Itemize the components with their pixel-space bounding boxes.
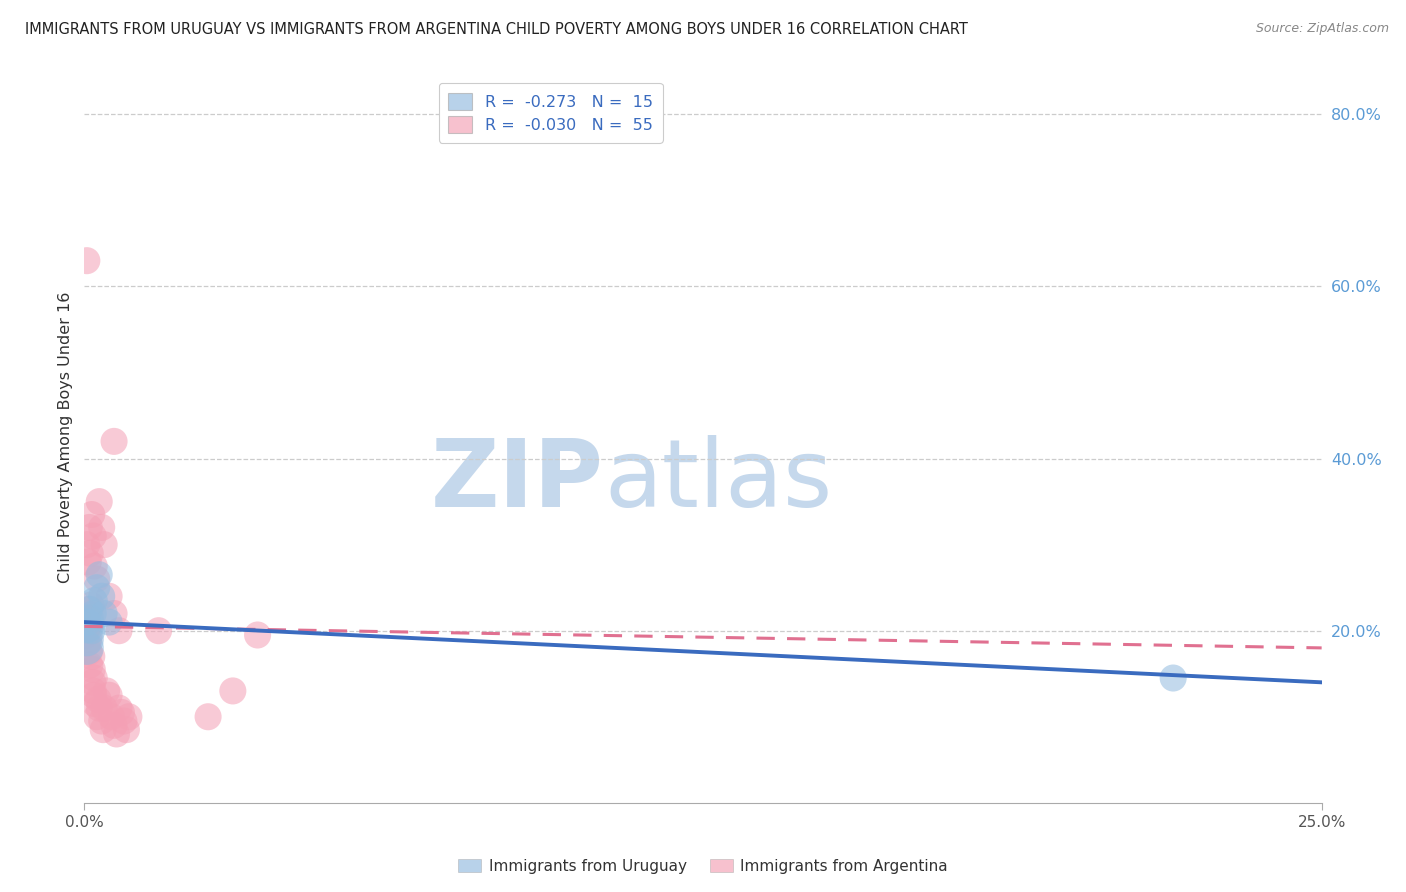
- Point: [76, 637, 98, 651]
- Point: [86, 581, 108, 595]
- Point: [93, 607, 115, 621]
- Point: [83, 559, 105, 574]
- Point: [93, 701, 115, 715]
- Point: [79, 602, 101, 616]
- Point: [103, 607, 125, 621]
- Point: [82, 684, 104, 698]
- Point: [79, 546, 101, 560]
- Point: [83, 671, 105, 685]
- Point: [76, 253, 98, 268]
- Y-axis label: Child Poverty Among Boys Under 16: Child Poverty Among Boys Under 16: [58, 292, 73, 582]
- Point: [80, 649, 103, 664]
- Point: [79, 520, 101, 534]
- Point: [90, 714, 112, 728]
- Point: [76, 607, 98, 621]
- Point: [79, 658, 101, 673]
- Point: [76, 538, 98, 552]
- Point: [86, 572, 108, 586]
- Point: [77, 632, 100, 647]
- Point: [108, 624, 131, 638]
- Point: [77, 555, 100, 569]
- Point: [197, 710, 219, 724]
- Point: [80, 598, 103, 612]
- Point: [103, 434, 125, 449]
- Point: [110, 706, 132, 720]
- Point: [148, 624, 170, 638]
- Point: [75, 628, 97, 642]
- Point: [112, 714, 135, 728]
- Point: [76, 640, 98, 655]
- Text: Source: ZipAtlas.com: Source: ZipAtlas.com: [1256, 22, 1389, 36]
- Point: [82, 529, 104, 543]
- Point: [79, 645, 101, 659]
- Point: [76, 615, 98, 629]
- Point: [90, 589, 112, 603]
- Point: [89, 494, 111, 508]
- Text: IMMIGRANTS FROM URUGUAY VS IMMIGRANTS FROM ARGENTINA CHILD POVERTY AMONG BOYS UN: IMMIGRANTS FROM URUGUAY VS IMMIGRANTS FR…: [25, 22, 969, 37]
- Legend: Immigrants from Uruguay, Immigrants from Argentina: Immigrants from Uruguay, Immigrants from…: [453, 853, 953, 880]
- Point: [86, 710, 108, 724]
- Point: [80, 508, 103, 522]
- Point: [80, 615, 103, 629]
- Point: [246, 628, 269, 642]
- Point: [79, 602, 101, 616]
- Point: [98, 589, 121, 603]
- Point: [80, 624, 103, 638]
- Point: [96, 684, 118, 698]
- Point: [98, 615, 121, 629]
- Point: [82, 607, 104, 621]
- Point: [91, 723, 114, 737]
- Point: [105, 727, 128, 741]
- Point: [82, 662, 104, 676]
- Legend: R =  -0.273   N =  15, R =  -0.030   N =  55: R = -0.273 N = 15, R = -0.030 N = 55: [439, 83, 662, 143]
- Point: [87, 692, 110, 706]
- Point: [100, 710, 122, 724]
- Point: [93, 538, 115, 552]
- Point: [83, 688, 105, 702]
- Point: [89, 567, 111, 582]
- Point: [77, 619, 100, 633]
- Point: [89, 701, 111, 715]
- Point: [1161, 671, 1184, 685]
- Point: [118, 710, 141, 724]
- Point: [76, 611, 98, 625]
- Point: [76, 619, 98, 633]
- Point: [90, 520, 112, 534]
- Point: [84, 697, 107, 711]
- Point: [79, 611, 101, 625]
- Text: atlas: atlas: [605, 435, 832, 527]
- Point: [83, 593, 105, 607]
- Point: [115, 723, 138, 737]
- Point: [76, 632, 98, 647]
- Text: ZIP: ZIP: [432, 435, 605, 527]
- Point: [98, 688, 121, 702]
- Point: [75, 624, 97, 638]
- Point: [108, 701, 131, 715]
- Point: [82, 675, 104, 690]
- Point: [103, 718, 125, 732]
- Point: [222, 684, 245, 698]
